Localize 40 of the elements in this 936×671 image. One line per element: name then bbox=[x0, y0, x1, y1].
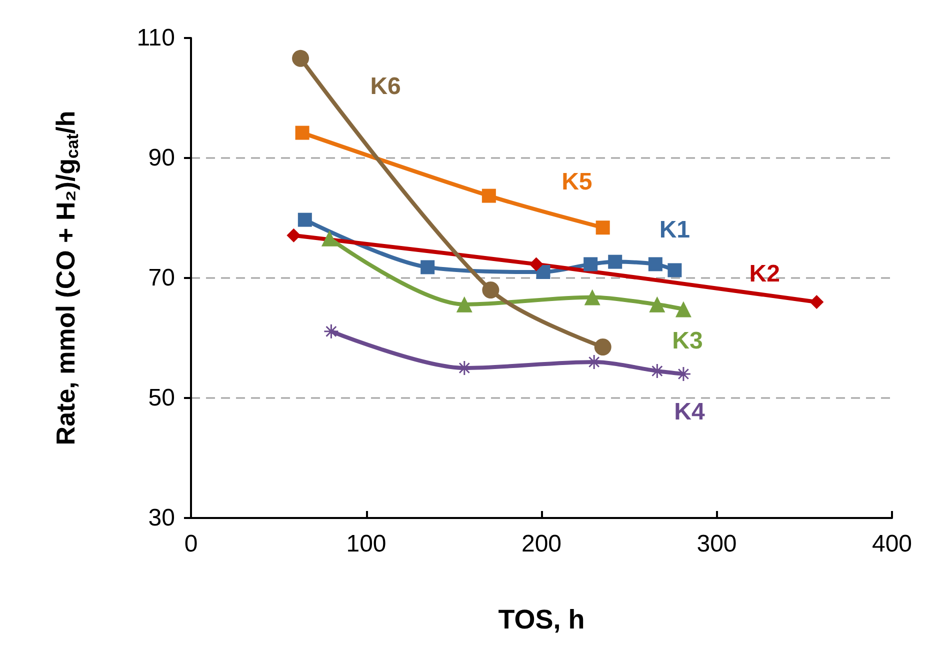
point bbox=[536, 265, 550, 279]
point bbox=[456, 296, 472, 312]
point bbox=[482, 188, 496, 203]
x-tick-label: 300 bbox=[696, 530, 737, 558]
point bbox=[608, 254, 622, 269]
y-tick-label: 30 bbox=[148, 504, 175, 532]
series-label: K5 bbox=[562, 168, 592, 196]
point bbox=[596, 220, 610, 235]
point bbox=[323, 324, 339, 340]
point bbox=[286, 228, 301, 242]
y-tick-label: 110 bbox=[136, 24, 175, 52]
point bbox=[298, 212, 312, 227]
series-label: K6 bbox=[370, 72, 401, 100]
x-axis-title: TOS, h bbox=[498, 604, 585, 634]
point bbox=[810, 295, 824, 309]
point bbox=[482, 282, 500, 298]
series-label: K3 bbox=[672, 328, 703, 355]
y-tick-label: 50 bbox=[148, 384, 175, 412]
y-tick-label: 90 bbox=[148, 144, 175, 172]
y-axis-title: Rate, mmol (CO + H₂)/gcat/h bbox=[50, 110, 82, 446]
x-tick-label: 100 bbox=[346, 530, 386, 558]
point bbox=[529, 257, 544, 272]
series-label: K2 bbox=[749, 260, 780, 288]
point bbox=[649, 296, 666, 312]
x-tick-label: 200 bbox=[521, 530, 562, 558]
x-tick-label: 0 bbox=[184, 530, 198, 558]
point bbox=[295, 126, 310, 140]
point bbox=[675, 301, 692, 318]
point bbox=[584, 289, 600, 306]
x-tick-label: 400 bbox=[872, 530, 912, 558]
point bbox=[594, 338, 612, 356]
series-label: K4 bbox=[674, 398, 706, 426]
y-tick-label: 70 bbox=[148, 264, 175, 292]
point bbox=[420, 260, 435, 274]
series-label: K1 bbox=[659, 216, 690, 244]
point bbox=[668, 263, 682, 278]
point bbox=[584, 257, 598, 272]
point bbox=[648, 257, 662, 272]
point bbox=[292, 50, 310, 67]
point bbox=[321, 230, 338, 246]
